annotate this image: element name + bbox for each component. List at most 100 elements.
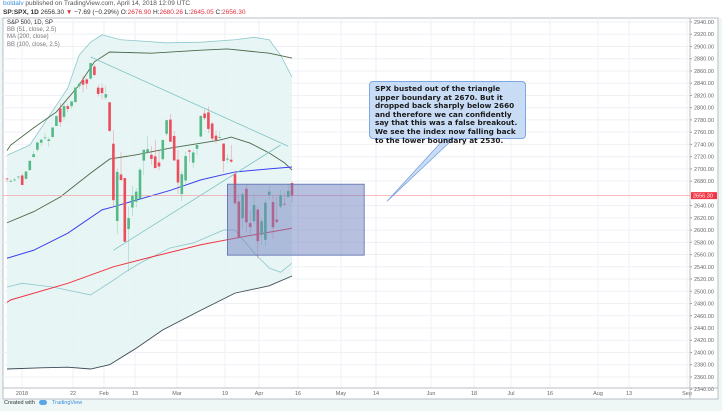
price-tick-label: 2340.00 <box>694 387 714 393</box>
candle <box>214 130 218 144</box>
time-tick-label: Aug <box>593 391 603 397</box>
candle <box>112 130 115 207</box>
open-label: O: <box>120 9 128 16</box>
candle <box>24 171 28 180</box>
candle <box>142 149 146 176</box>
candle-body <box>74 87 77 103</box>
time-tick-label: Sep <box>682 391 692 397</box>
candle <box>207 106 210 133</box>
candle <box>123 177 127 242</box>
candle <box>199 115 203 138</box>
time-tick-label: Apr <box>255 391 264 397</box>
candle-body <box>138 169 142 199</box>
candle <box>81 75 85 93</box>
candle-body <box>188 150 191 152</box>
candle <box>77 81 81 89</box>
time-tick-label: Mar <box>172 391 182 397</box>
candle-body <box>180 174 184 195</box>
candle-body <box>119 174 123 181</box>
author-link[interactable]: boldalv <box>3 0 24 7</box>
candle-body <box>199 115 203 137</box>
price-tick-label: 2420.00 <box>694 338 714 344</box>
candle-body <box>165 120 168 134</box>
candle <box>39 139 43 146</box>
price-tick-label: 2460.00 <box>694 314 714 320</box>
bollinger-band-fill <box>7 34 292 370</box>
candle-body <box>218 137 222 138</box>
legend-ma200[interactable]: MA (200, close) <box>7 34 49 41</box>
legend-symbol[interactable]: S&P 500, 1D, SP <box>7 20 53 26</box>
price-tick-label: 2600.00 <box>694 228 714 234</box>
time-tick-label: 13 <box>626 391 632 397</box>
candle-body <box>24 171 28 179</box>
candle-body <box>142 149 146 161</box>
bb100-upper-line <box>6 48 293 151</box>
candle-body <box>153 156 157 169</box>
candle <box>226 154 229 163</box>
candle-body <box>226 158 229 160</box>
candle-body <box>184 156 187 181</box>
legend-bb51[interactable]: BB (51, close, 2.5) <box>7 27 57 34</box>
tradingview-link[interactable]: TradingView <box>51 400 83 406</box>
price-tick-label: 2620.00 <box>694 216 714 222</box>
open-value: 2676.90 <box>127 9 152 16</box>
callout-pointer <box>386 138 455 202</box>
candle-body <box>28 160 32 171</box>
candle <box>32 150 35 158</box>
candle-body <box>214 135 218 140</box>
candle <box>70 101 73 109</box>
price-tick-label: 2680.00 <box>694 179 714 185</box>
last-price-tag <box>691 192 717 200</box>
triangle-lower-trendline <box>113 144 281 251</box>
candle <box>146 135 149 154</box>
candle-body <box>51 127 54 138</box>
candle-body <box>210 123 214 139</box>
candle <box>127 206 130 272</box>
low-value: 2645.05 <box>190 9 214 16</box>
high-label: H: <box>152 9 160 16</box>
candle <box>36 142 39 152</box>
price-tick-label: 2560.00 <box>694 253 714 259</box>
candle <box>210 121 214 142</box>
time-tick-label: 13 <box>132 391 138 397</box>
candle <box>222 143 225 173</box>
candle <box>17 176 20 180</box>
candle-body <box>77 83 81 87</box>
candle <box>169 114 172 142</box>
bb51-upper-line <box>6 34 293 156</box>
candle <box>119 151 123 181</box>
candle-body <box>32 154 35 158</box>
candle <box>55 115 58 127</box>
annotation-callout[interactable]: SPX busted out of the triangle upper bou… <box>369 81 526 144</box>
candle-body <box>123 178 127 242</box>
candle-body <box>55 116 58 126</box>
candle <box>20 173 24 186</box>
candle <box>93 64 96 77</box>
price-tick-label: 2740.00 <box>694 142 714 148</box>
time-tick-label: May <box>336 391 347 397</box>
candle <box>100 83 104 100</box>
candle-body <box>93 66 96 75</box>
candle <box>28 160 32 171</box>
price-tick-label: 2780.00 <box>694 118 714 124</box>
time-tick-label: 19 <box>222 391 228 397</box>
candle <box>165 119 168 136</box>
candle-body <box>70 101 73 107</box>
candle <box>89 63 92 80</box>
candle <box>51 127 54 138</box>
price-change: −7.69 (−0.29%) <box>74 9 119 16</box>
candle <box>191 150 195 168</box>
candle <box>153 139 157 169</box>
symbol-info: SP:SPX, 1D 2656.30 ▼ −7.69 (−0.29%) O:26… <box>3 9 246 16</box>
price-tick-label: 2360.00 <box>694 375 714 381</box>
candle <box>131 185 134 217</box>
price-tick-label: 2540.00 <box>694 265 714 271</box>
down-arrow-icon: ▼ <box>65 9 73 16</box>
candle-body <box>131 195 134 208</box>
legend-bb100[interactable]: BB (100, close, 2.5) <box>7 41 60 48</box>
time-tick-label: 16 <box>547 391 553 397</box>
high-value: 2680.26 <box>159 9 183 16</box>
published-text: published on TradingView.com, April 14, … <box>25 0 191 7</box>
candle-body <box>20 175 24 186</box>
